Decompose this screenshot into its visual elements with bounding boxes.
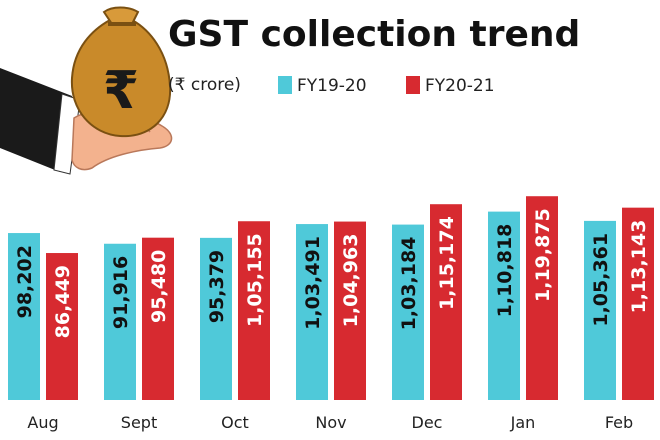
bar-fy19-20-dec bbox=[392, 224, 424, 400]
bar-value-label: 1,19,875 bbox=[532, 208, 554, 302]
legend: FY19-20 FY20-21 bbox=[278, 76, 495, 96]
x-axis: Aug Sept Oct Nov Dec Jan Feb bbox=[27, 413, 633, 432]
bar-value-label: 98,202 bbox=[14, 245, 36, 318]
bar-fy19-20-sept bbox=[104, 243, 136, 400]
bar-value-label: 95,379 bbox=[206, 250, 228, 323]
x-tick-label: Nov bbox=[315, 413, 346, 432]
x-tick-label: Aug bbox=[27, 413, 58, 432]
bar-value-label: 1,10,818 bbox=[494, 224, 516, 318]
legend-swatch-fy20 bbox=[406, 76, 420, 94]
bar-fy20-21-nov bbox=[334, 221, 366, 400]
bar-value-label: 1,03,184 bbox=[398, 237, 420, 331]
bar-value-label: 1,15,174 bbox=[436, 216, 458, 310]
legend-label-fy20: FY20-21 bbox=[425, 76, 495, 96]
chart-subtitle: (₹ crore) bbox=[168, 75, 241, 95]
bar-fy19-20-oct bbox=[200, 237, 232, 400]
x-tick-label: Dec bbox=[412, 413, 443, 432]
x-tick-label: Feb bbox=[605, 413, 633, 432]
bar-value-label: 95,480 bbox=[148, 250, 170, 323]
bar-fy20-21-aug bbox=[46, 253, 78, 400]
bar-fy19-20-aug bbox=[8, 233, 40, 400]
bar-value-label: 1,04,963 bbox=[340, 234, 362, 328]
bar-fy19-20-feb bbox=[584, 220, 616, 400]
bar-fy20-21-dec bbox=[430, 204, 462, 400]
rupee-symbol: ₹ bbox=[103, 61, 139, 121]
bar-fy20-21-jan bbox=[526, 196, 558, 400]
bar-value-label: 1,03,491 bbox=[302, 236, 324, 330]
bar-fy20-21-oct bbox=[238, 221, 270, 400]
bag-body bbox=[70, 19, 172, 138]
bar-value-label: 86,449 bbox=[52, 265, 74, 338]
bar-fy19-20-nov bbox=[296, 224, 328, 400]
bar-value-label: 1,13,143 bbox=[628, 220, 650, 314]
chart-title: GST collection trend bbox=[168, 14, 580, 55]
bars-group: 98,202 86,449 91,916 95,480 95,379 1,05,155 1,… bbox=[8, 196, 654, 400]
bar-fy20-21-feb bbox=[622, 207, 654, 400]
sleeve-shape bbox=[0, 68, 72, 172]
legend-swatch-fy19 bbox=[278, 76, 292, 94]
bar-fy19-20-jan bbox=[488, 211, 520, 400]
x-tick-label: Oct bbox=[221, 413, 249, 432]
bar-value-label: 1,05,361 bbox=[590, 233, 612, 327]
money-bag-in-hand-icon: ₹ bbox=[0, 6, 173, 175]
x-tick-label: Jan bbox=[510, 413, 536, 432]
bar-value-label: 91,916 bbox=[110, 256, 132, 329]
legend-label-fy19: FY19-20 bbox=[297, 76, 367, 96]
bar-fy20-21-sept bbox=[142, 237, 174, 400]
x-tick-label: Sept bbox=[121, 413, 157, 432]
bar-value-label: 1,05,155 bbox=[244, 233, 266, 327]
